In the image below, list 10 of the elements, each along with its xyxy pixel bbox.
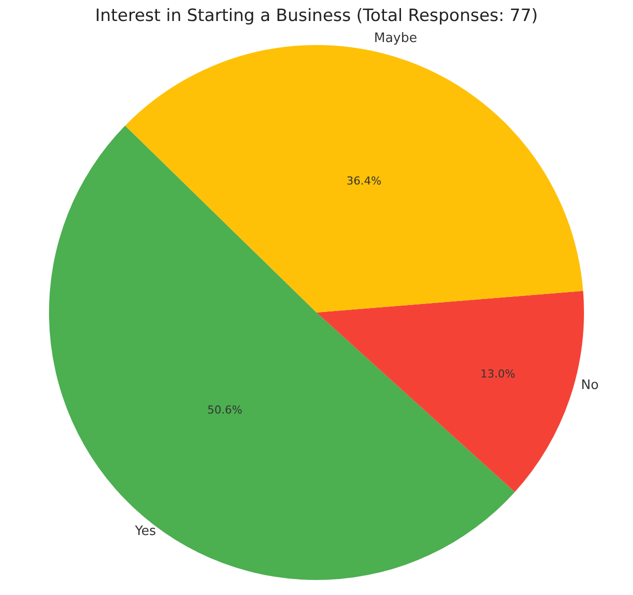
chart-title: Interest in Starting a Business (Total Responses: 77)	[95, 6, 538, 26]
slice-label: Maybe	[374, 31, 418, 46]
data-label: 13.0%	[480, 368, 516, 381]
data-label: 36.4%	[346, 174, 382, 188]
data-label: 50.6%	[207, 403, 242, 416]
slice-label: Yes	[134, 524, 156, 539]
pie-slice	[316, 290, 584, 492]
pie-slice	[125, 45, 584, 312]
pie-slice	[49, 126, 515, 580]
slice-label: No	[581, 378, 599, 393]
